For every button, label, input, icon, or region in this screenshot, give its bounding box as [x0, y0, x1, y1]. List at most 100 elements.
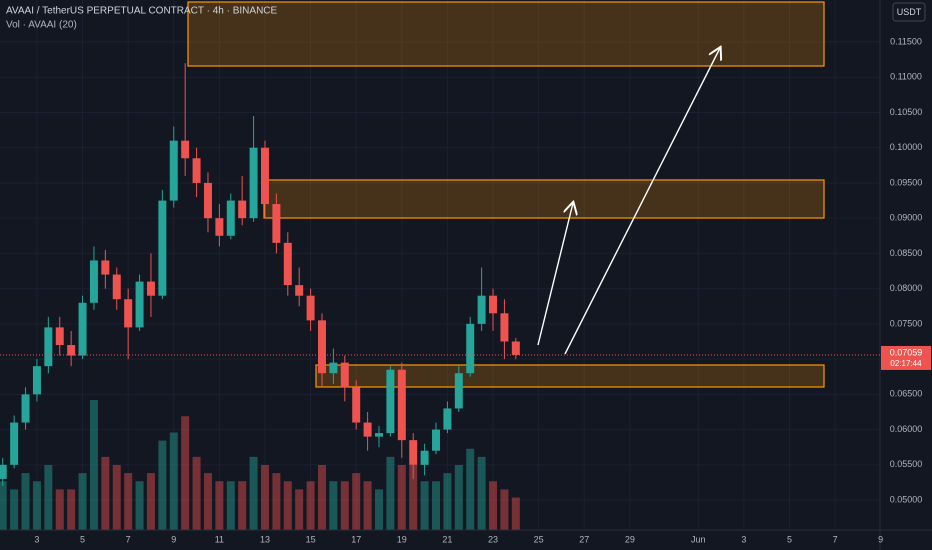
volume-bar	[454, 465, 463, 530]
candles	[0, 63, 520, 486]
candle-body	[317, 320, 326, 374]
candle-body	[226, 200, 235, 236]
volume-bar	[10, 489, 19, 530]
volume-bar	[306, 481, 315, 530]
volume-bar	[78, 473, 87, 530]
y-tick-label: 0.10500	[890, 107, 923, 117]
volume-bar	[192, 456, 201, 530]
volume-bar	[67, 489, 76, 530]
x-tick-label: 17	[351, 534, 361, 544]
volume-bar	[329, 481, 338, 530]
y-tick-label: 0.05500	[890, 459, 923, 469]
candle-body	[112, 274, 121, 300]
volume-bar	[352, 473, 361, 530]
volume-bar	[477, 456, 486, 530]
volume-bar	[260, 465, 269, 530]
candle-body	[489, 295, 498, 314]
volume-bar	[215, 481, 224, 530]
volume-bar	[21, 473, 30, 530]
volume-bar	[124, 473, 133, 530]
candle-body	[375, 433, 383, 437]
volume-bar	[317, 465, 326, 530]
candle-body	[272, 204, 281, 243]
candle-body	[249, 147, 258, 219]
candle-body	[511, 341, 520, 355]
candle-body	[363, 422, 372, 437]
volume-bar	[44, 465, 53, 530]
volume-bar	[283, 481, 292, 530]
candle-body	[21, 394, 30, 423]
y-tick-label: 0.05000	[890, 494, 923, 504]
volume-bar	[375, 489, 383, 530]
volume-bar	[158, 440, 167, 530]
x-tick-label: 11	[215, 534, 224, 544]
y-tick-label: 0.08000	[890, 283, 923, 293]
x-tick-label: 3	[34, 534, 39, 544]
volume-bar	[226, 481, 235, 530]
x-tick-label: 21	[442, 534, 452, 544]
candle-body	[169, 140, 178, 201]
currency-box[interactable]	[892, 2, 926, 22]
volume-bar	[420, 481, 429, 530]
x-tick-label: 23	[488, 534, 498, 544]
candle-body	[477, 295, 486, 324]
x-tick-label: 25	[534, 534, 544, 544]
candle-body	[44, 327, 53, 367]
y-tick-label: 0.11000	[890, 72, 922, 82]
y-tick-label: 0.06000	[890, 424, 923, 434]
volume-bar	[340, 481, 349, 530]
last-price-label: 0.07059	[890, 347, 923, 357]
y-tick-label: 0.07500	[890, 318, 923, 328]
candle-body	[397, 369, 406, 441]
candle-body	[67, 345, 76, 356]
candle-body	[135, 281, 144, 328]
currency: USDT	[897, 7, 922, 17]
countdown: 02:17:44	[890, 359, 922, 368]
candle-body	[101, 260, 110, 275]
arrow	[537, 203, 573, 346]
candle-body	[454, 373, 463, 409]
price-axis	[880, 0, 932, 550]
candle-body	[260, 147, 269, 205]
chart-title: AVAAI / TetherUS PERPETUAL CONTRACT · 4h…	[6, 6, 278, 17]
candle-body	[295, 285, 304, 296]
zone	[187, 1, 825, 67]
volume-bar	[135, 481, 144, 530]
y-tick-label: 0.10000	[890, 142, 923, 152]
volume-title: Vol · AVAAI (20)	[6, 20, 77, 31]
volume-bar	[432, 481, 440, 530]
volume-bar	[363, 481, 372, 530]
candle-body	[352, 387, 361, 423]
candle-body	[55, 327, 64, 346]
volume-bar	[500, 489, 509, 530]
volume-bar	[32, 481, 41, 530]
y-tick-label: 0.08500	[890, 248, 923, 258]
last-price-box	[881, 345, 931, 370]
candle-body	[158, 200, 167, 296]
volume-bar	[203, 473, 212, 530]
candle-body	[283, 242, 292, 286]
volume-bar	[181, 416, 190, 530]
x-tick-label: 7	[126, 534, 131, 544]
volume-bar	[0, 481, 7, 530]
candle-body	[238, 200, 247, 219]
x-tick-label: 7	[833, 534, 838, 544]
x-tick-label: 5	[80, 534, 85, 544]
candle-body	[386, 369, 395, 434]
volume-bar	[112, 465, 121, 530]
volume-bar	[511, 497, 520, 530]
y-tick-label: 0.09500	[890, 177, 923, 187]
volume-bar	[169, 432, 178, 530]
candle-body	[466, 323, 475, 374]
y-tick-label: 0.11500	[890, 36, 922, 46]
x-tick-label: 15	[306, 534, 316, 544]
arrow	[564, 48, 720, 355]
volume-bar	[146, 473, 155, 530]
candle-body	[409, 440, 418, 465]
volume-bar	[101, 456, 110, 530]
volume-bar	[466, 448, 475, 530]
zone	[315, 364, 825, 388]
candle-body	[443, 408, 452, 430]
candle-body	[420, 450, 429, 465]
